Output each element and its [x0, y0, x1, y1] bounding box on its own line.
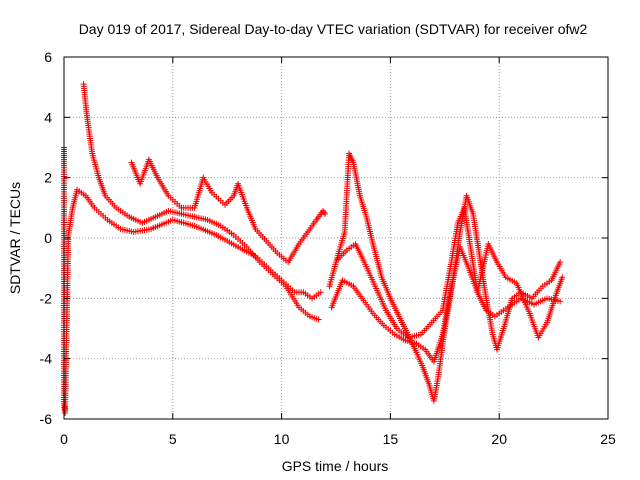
- series-track-2: [80, 81, 322, 323]
- series-track-6: [335, 204, 566, 341]
- y-tick-label: 2: [44, 170, 52, 186]
- data-point: [559, 274, 566, 281]
- x-tick-label: 15: [383, 431, 399, 447]
- y-tick-label: 4: [44, 109, 52, 125]
- y-tick-label: -4: [40, 351, 53, 367]
- axis-ticks: 0 5 10 15 20 25 -6 -4 -2 0 2 4 6: [40, 49, 616, 447]
- series-track-3: [128, 156, 329, 266]
- x-tick-label: 0: [60, 431, 68, 447]
- y-tick-label: 6: [44, 49, 52, 65]
- x-tick-label: 25: [600, 431, 616, 447]
- series-track-5: [328, 244, 564, 365]
- y-tick-label: -6: [40, 411, 53, 427]
- data-point: [557, 298, 564, 305]
- x-axis-label: GPS time / hours: [282, 458, 389, 474]
- x-tick-label: 10: [274, 431, 290, 447]
- data-point: [322, 210, 329, 217]
- data-point: [315, 316, 322, 323]
- y-axis-label: SDTVAR / TECUs: [7, 182, 23, 294]
- data-point: [557, 259, 564, 266]
- data-point: [317, 289, 324, 296]
- x-tick-label: 5: [169, 431, 177, 447]
- y-tick-label: -2: [40, 290, 53, 306]
- y-tick-label: 0: [44, 230, 52, 246]
- grid: [64, 57, 608, 419]
- x-tick-label: 20: [491, 431, 507, 447]
- chart-title: Day 019 of 2017, Sidereal Day-to-day VTE…: [79, 21, 588, 37]
